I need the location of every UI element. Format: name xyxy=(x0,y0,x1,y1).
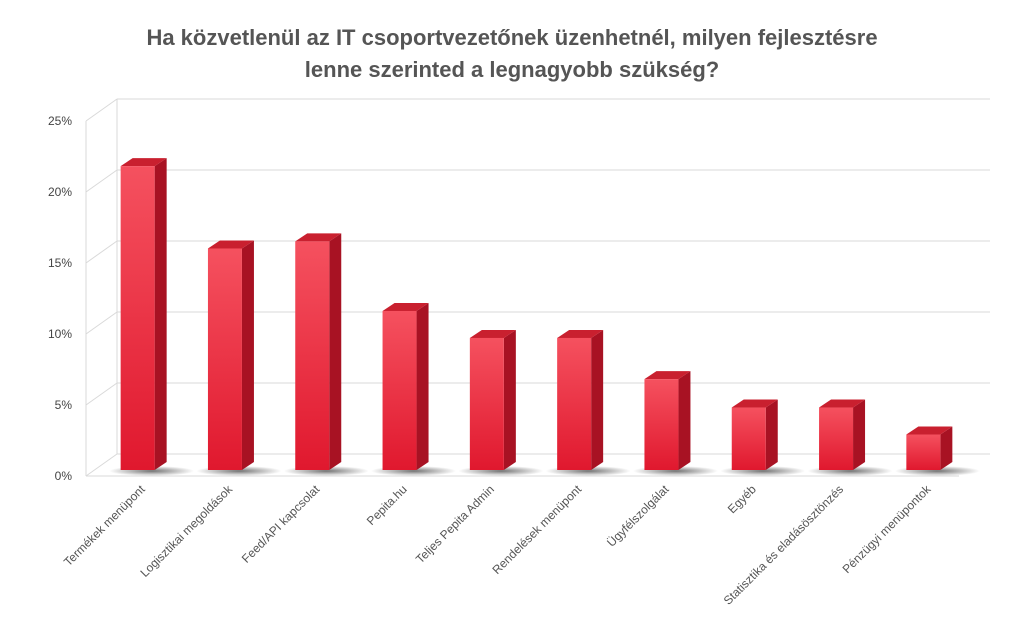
bar-top xyxy=(644,371,691,380)
bar-top xyxy=(819,399,866,408)
x-tick-label: Ügyfélszolgálat xyxy=(604,482,672,550)
bar-side xyxy=(678,371,691,470)
bar-top xyxy=(731,399,778,408)
y-tick-label: 5% xyxy=(55,398,73,412)
bar xyxy=(295,241,330,470)
gridline-diagonal xyxy=(85,382,118,406)
gridline-diagonal xyxy=(85,453,118,477)
gridline-diagonal xyxy=(85,169,118,193)
x-tick-label: Pepita.hu xyxy=(364,482,410,528)
chart-title: Ha közvetlenül az IT csoportvezetőnek üz… xyxy=(0,22,1024,86)
bar-top xyxy=(906,426,953,435)
bar-side xyxy=(416,302,429,470)
bar-side xyxy=(940,426,953,470)
chart-title-line-2: lenne szerinted a legnagyobb szükség? xyxy=(304,57,720,82)
x-tick-label: Pénzügyi menüpontok xyxy=(840,482,935,577)
bar-side xyxy=(154,158,167,470)
x-tick-label: Logisztikai megoldások xyxy=(137,482,235,580)
bar-side xyxy=(765,399,778,470)
bar-top xyxy=(120,158,167,167)
bar xyxy=(469,337,504,470)
y-tick-label: 0% xyxy=(55,469,73,483)
x-tick-label: Rendelések menüpont xyxy=(489,482,584,577)
y-tick-label: 10% xyxy=(48,327,72,341)
bar-side xyxy=(503,329,516,470)
chart-title-line-1: Ha közvetlenül az IT csoportvezetőnek üz… xyxy=(146,25,878,50)
x-tick-label: Feed/API kapcsolat xyxy=(239,482,323,566)
bar-side xyxy=(241,240,254,470)
y-tick-label: 25% xyxy=(48,114,72,128)
gridline-diagonal xyxy=(85,98,118,122)
bar-top xyxy=(557,329,604,338)
bar xyxy=(207,248,242,470)
bar-side xyxy=(853,399,866,470)
bar-top xyxy=(382,302,429,311)
bar-side xyxy=(591,329,604,470)
bar xyxy=(557,337,592,470)
gridline-diagonal xyxy=(85,311,118,335)
bar-top xyxy=(469,329,516,338)
x-tick-label: Termékek menüpont xyxy=(61,482,148,569)
gridline-diagonal xyxy=(85,240,118,264)
bar xyxy=(644,379,679,470)
bar xyxy=(731,407,766,470)
bar xyxy=(906,434,941,470)
bar xyxy=(382,310,417,470)
y-tick-label: 20% xyxy=(48,185,72,199)
bar xyxy=(120,166,155,470)
x-tick-label: Teljes Pepita Admin xyxy=(413,482,497,566)
y-tick-label: 15% xyxy=(48,256,72,270)
bar-side xyxy=(329,233,342,470)
bar-top xyxy=(207,240,254,249)
bar xyxy=(819,407,854,470)
x-tick-label: Egyéb xyxy=(725,482,759,516)
bar-top xyxy=(295,233,342,242)
